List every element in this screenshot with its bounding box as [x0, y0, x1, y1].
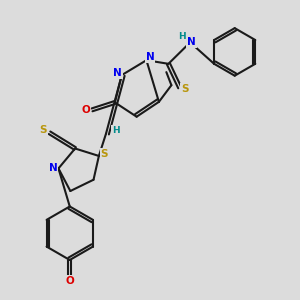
Text: N: N: [187, 37, 196, 47]
Text: S: S: [39, 125, 47, 135]
Text: O: O: [81, 106, 90, 116]
Text: N: N: [113, 68, 122, 78]
Text: O: O: [65, 276, 74, 286]
Text: N: N: [49, 163, 58, 173]
Text: S: S: [181, 84, 189, 94]
Text: H: H: [178, 32, 186, 41]
Text: N: N: [146, 52, 154, 62]
Text: H: H: [112, 126, 119, 135]
Text: S: S: [100, 148, 108, 159]
